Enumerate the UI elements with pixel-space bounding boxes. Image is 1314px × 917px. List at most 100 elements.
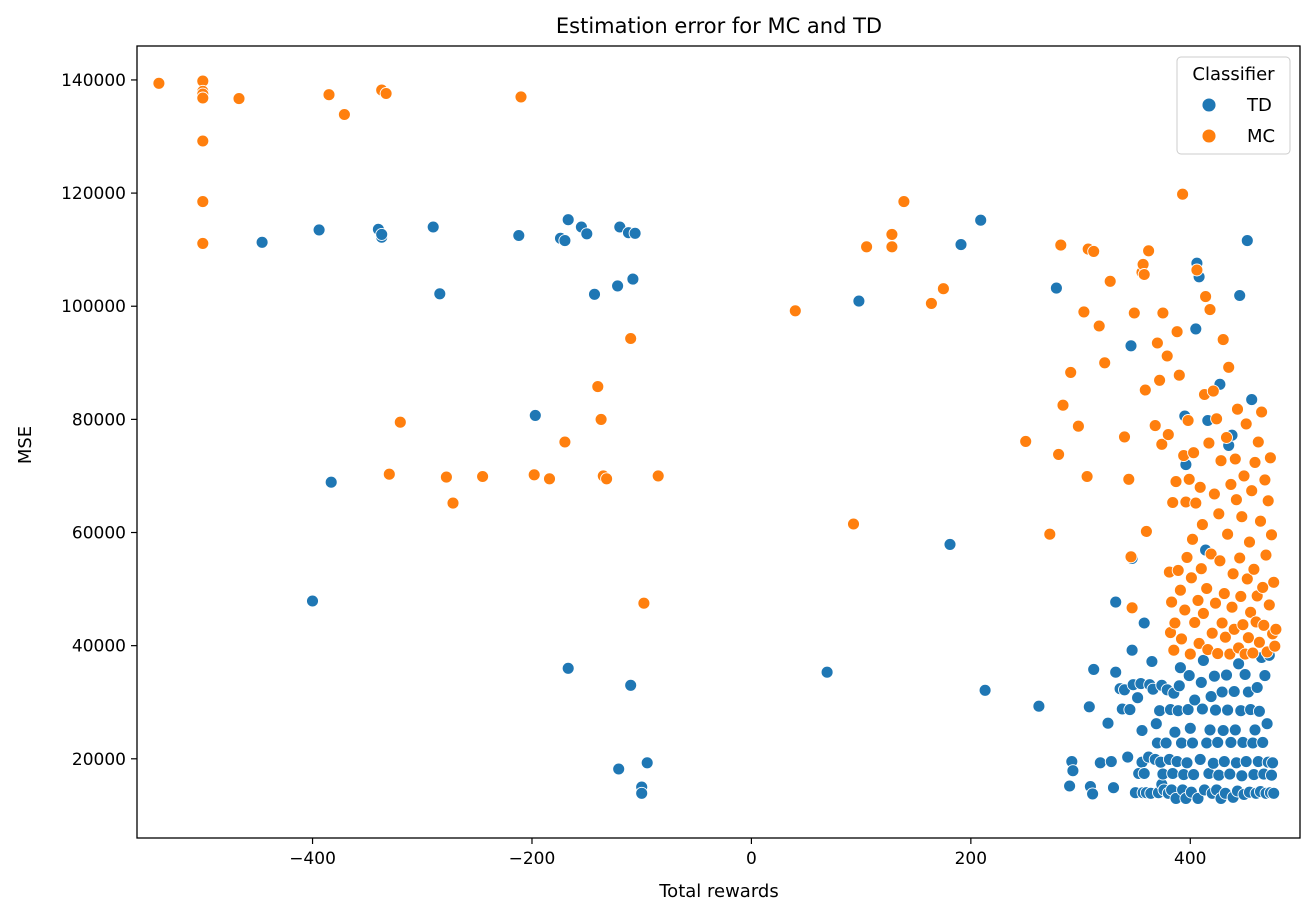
data-point-mc [1166, 496, 1180, 509]
data-point-td [1240, 234, 1254, 248]
data-point-td [1153, 704, 1167, 718]
data-point-mc [1161, 428, 1175, 442]
data-point-mc [1170, 325, 1184, 339]
data-point-td [626, 272, 640, 286]
data-point-mc [1255, 405, 1269, 419]
data-point-mc [1246, 646, 1260, 660]
data-point-td [1159, 736, 1173, 750]
data-point-td [1181, 703, 1195, 717]
data-point-mc [232, 92, 246, 106]
data-point-mc [1178, 603, 1192, 617]
data-point-mc [1098, 356, 1112, 370]
y-tick-label: 100000 [61, 297, 126, 317]
data-point-mc [885, 227, 899, 241]
data-point-mc [1217, 587, 1231, 601]
data-point-mc [637, 596, 651, 610]
legend-marker-td [1201, 97, 1217, 113]
data-point-td [1216, 724, 1230, 737]
data-point-mc [1150, 336, 1164, 350]
data-point-mc [1240, 572, 1254, 586]
data-point-mc [1137, 268, 1151, 281]
data-point-mc [1263, 451, 1277, 465]
data-point-mc [651, 469, 665, 483]
data-point-td [1195, 702, 1209, 716]
legend: Classifier TD MC [1176, 56, 1291, 155]
data-point-td [943, 537, 957, 551]
data-point-mc [1202, 436, 1216, 450]
data-point-td [1109, 595, 1123, 609]
legend-label-td: TD [1246, 95, 1272, 116]
data-point-mc [924, 296, 938, 310]
data-point-mc [196, 195, 210, 209]
data-point-td [1252, 704, 1266, 718]
data-point-mc [1064, 365, 1078, 379]
data-point-td [1212, 768, 1226, 782]
data-point-mc [1236, 618, 1250, 632]
data-point-td [1239, 755, 1253, 769]
data-point-mc [1244, 605, 1258, 619]
data-point-td [1266, 756, 1280, 770]
data-point-mc [1200, 582, 1214, 595]
data-point-mc [1183, 647, 1197, 661]
data-point-mc [1204, 547, 1218, 561]
data-point-td [1175, 736, 1188, 750]
data-point-mc [1171, 563, 1185, 577]
data-point-td [512, 229, 526, 242]
data-point-mc [847, 517, 860, 531]
data-point-td [1267, 786, 1281, 800]
data-point-td [1109, 665, 1123, 679]
data-point-td [1168, 725, 1182, 739]
data-point-mc [382, 467, 396, 481]
data-point-td [426, 220, 440, 234]
data-point-td [561, 213, 575, 227]
data-point-mc [1216, 333, 1230, 347]
data-point-td [1228, 723, 1242, 737]
data-point-mc [1192, 636, 1206, 650]
data-point-mc [1245, 484, 1259, 498]
data-point-mc [1124, 550, 1138, 564]
data-point-mc [936, 282, 950, 296]
x-tick-label: 200 [955, 849, 987, 869]
data-point-mc [1181, 414, 1195, 427]
data-point-mc [1209, 596, 1222, 610]
data-point-td [1180, 756, 1194, 770]
data-point-mc [1251, 435, 1265, 449]
data-point-mc [1194, 562, 1208, 576]
data-point-td [1193, 752, 1207, 766]
legend-label-mc: MC [1247, 126, 1275, 147]
data-point-td [612, 762, 626, 776]
data-point-td [1049, 281, 1063, 295]
data-point-mc [1220, 431, 1233, 444]
data-point-td [1238, 668, 1252, 681]
data-point-td [628, 226, 642, 240]
data-point-mc [1213, 554, 1227, 568]
data-point-mc [1172, 368, 1186, 382]
data-point-td [1101, 716, 1115, 730]
x-tick-label: 0 [746, 849, 757, 869]
data-point-mc [1087, 244, 1101, 258]
data-point-mc [885, 240, 899, 254]
data-point-td [1248, 723, 1262, 737]
data-point-mc [860, 240, 874, 254]
legend-title: Classifier [1192, 64, 1275, 85]
data-point-mc [558, 435, 572, 449]
data-point-td [1204, 690, 1218, 704]
data-point-td [1245, 393, 1259, 407]
data-point-td [312, 223, 326, 237]
data-point-td [1256, 735, 1270, 749]
y-axis: 20000 40000 60000 80000 100000 120000 140000 [61, 71, 137, 770]
data-point-mc [1243, 535, 1256, 549]
data-point-mc [1233, 551, 1247, 565]
data-point-mc [1234, 589, 1248, 603]
x-tick-label: −200 [509, 849, 556, 869]
data-point-mc [1190, 263, 1204, 277]
data-point-td [1187, 768, 1201, 782]
data-point-td [978, 683, 992, 697]
data-point-td [1086, 787, 1100, 801]
data-point-td [1203, 723, 1217, 737]
x-axis-title: Total rewards [658, 881, 778, 902]
data-point-mc [1196, 606, 1210, 620]
data-point-mc [1139, 524, 1153, 538]
data-point-mc [1165, 595, 1179, 609]
data-point-td [1082, 700, 1096, 714]
